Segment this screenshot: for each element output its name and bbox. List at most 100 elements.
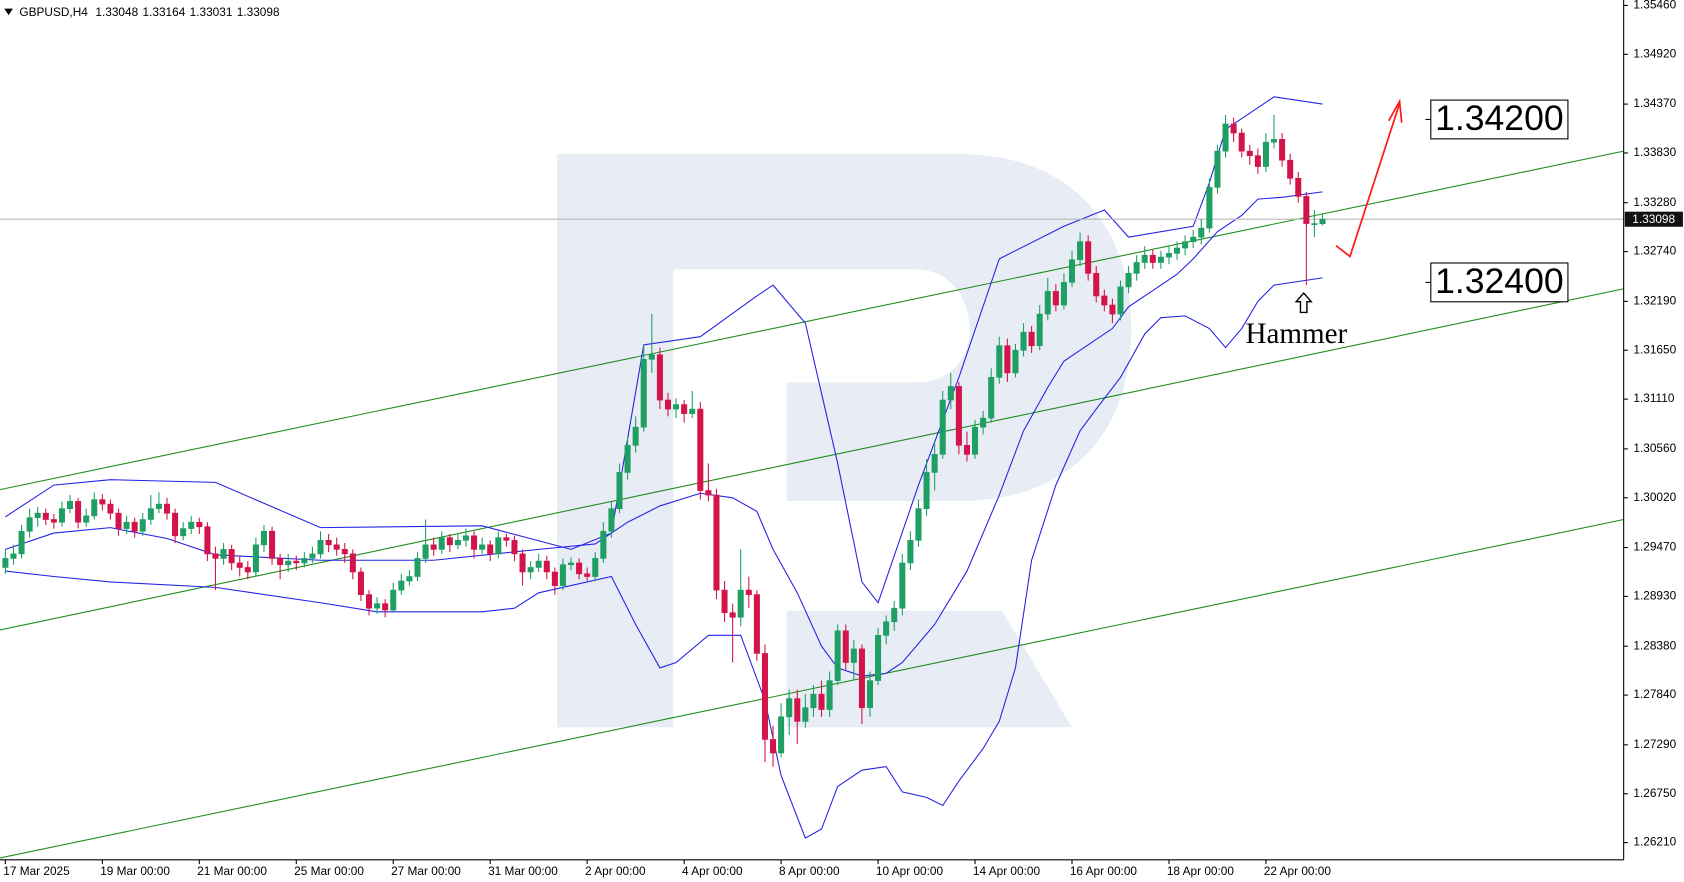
candle-body-down	[519, 553, 526, 573]
candle-body-down	[1028, 331, 1035, 347]
candle-body-up	[778, 716, 785, 754]
candle-body-down	[196, 521, 203, 528]
candle-body-down	[349, 553, 356, 573]
candle-body-up	[899, 562, 906, 609]
x-tick-label: 8 Apr 00:00	[779, 864, 840, 878]
candle-body-up	[1198, 227, 1205, 238]
candle-body-up	[1020, 331, 1027, 351]
close-value: 1.33098	[237, 5, 280, 19]
candle-body-up	[923, 472, 930, 509]
candle-body-up	[632, 426, 639, 446]
candle-body-down	[325, 539, 332, 546]
candle-body-up	[139, 519, 146, 532]
y-tick-label: 1.26210	[1633, 835, 1676, 849]
x-tick-label: 21 Mar 00:00	[197, 864, 267, 878]
candle-body-up	[850, 648, 857, 663]
candle-body-up	[1271, 139, 1278, 143]
candle-body-down	[115, 512, 122, 529]
candle-body-up	[673, 404, 680, 410]
candle-body-up	[374, 603, 381, 609]
y-tick-label: 1.31650	[1633, 342, 1676, 356]
bollinger-band	[5, 96, 1323, 604]
bollinger-band	[5, 277, 1323, 839]
y-tick-label: 1.30020	[1633, 490, 1676, 504]
candle-body-down	[446, 537, 453, 546]
price-label: 1.33098	[1632, 212, 1675, 226]
candle-body-down	[697, 408, 704, 491]
candle-body-up	[285, 560, 292, 566]
candle-body-up	[155, 503, 162, 509]
x-tick-label: 14 Apr 00:00	[973, 864, 1041, 878]
candle-body-up	[1125, 273, 1132, 288]
y-tick-label: 1.26750	[1633, 786, 1676, 800]
candle-body-down	[382, 603, 389, 611]
candle-body-down	[753, 594, 760, 654]
candle-body-down	[269, 530, 276, 559]
level-label: 1.34200	[1435, 98, 1564, 138]
header: GBPUSD,H4 1.33048 1.33164 1.33031 1.33098	[4, 5, 280, 19]
candle-body-up	[188, 521, 195, 529]
candle-body-down	[1052, 291, 1059, 306]
candle-body-down	[1254, 155, 1261, 167]
y-tick-label: 1.30560	[1633, 441, 1676, 455]
candle-body-down	[818, 693, 825, 710]
candle-body-up	[58, 508, 65, 523]
candle-body-up	[996, 345, 1003, 378]
candle-body-down	[341, 549, 348, 555]
candle-body-up	[252, 544, 259, 573]
level-label: 1.32400	[1435, 261, 1564, 301]
watermark-bowl	[557, 154, 1132, 728]
candle-body-down	[858, 648, 865, 709]
candle-body-down	[277, 558, 284, 566]
candle-body-up	[18, 530, 25, 555]
candle-body-up	[123, 521, 130, 529]
forecast-arrowhead	[1388, 98, 1403, 123]
watermark-leg	[786, 610, 1073, 728]
candle-body-down	[1246, 150, 1253, 157]
candle-body-up	[972, 426, 979, 455]
candle-body-up	[891, 607, 898, 623]
candle-body-up	[1060, 282, 1067, 306]
candle-body-up	[147, 508, 154, 520]
candle-body-up	[931, 454, 938, 473]
candle-body-down	[172, 512, 179, 537]
candle-body-up	[398, 580, 405, 591]
candle-body-up	[624, 444, 631, 473]
candle-body-down	[204, 526, 211, 555]
watermark	[557, 154, 1132, 728]
candle-body-down	[770, 739, 777, 754]
candle-body-up	[91, 499, 98, 517]
x-tick-label: 31 Mar 00:00	[488, 864, 558, 878]
candle-body-up	[1036, 313, 1043, 347]
candle-body-up	[689, 408, 696, 414]
y-tick-label: 1.27840	[1633, 687, 1676, 701]
candle-body-down	[1230, 123, 1237, 134]
high-value: 1.33164	[143, 5, 186, 19]
candle-body-down	[955, 386, 962, 446]
candle-body-up	[802, 707, 809, 722]
channel-line	[0, 150, 1624, 491]
channel-line	[0, 518, 1624, 859]
candle-body-down	[1149, 254, 1156, 263]
candle-body-down	[551, 571, 558, 586]
candle-body-up	[592, 558, 599, 577]
candle-body-up	[883, 621, 890, 636]
candle-body-up	[180, 528, 187, 537]
candle-body-down	[761, 653, 768, 740]
candle-body-up	[1262, 141, 1269, 167]
candle-body-down	[1303, 196, 1310, 224]
candle-body-up	[600, 530, 607, 559]
candle-body-down	[293, 560, 300, 564]
candle-body-down	[1004, 345, 1011, 374]
y-tick-label: 1.28930	[1633, 589, 1676, 603]
candle-body-down	[503, 537, 510, 541]
low-value: 1.33031	[190, 5, 233, 19]
candle-body-down	[75, 501, 82, 523]
candle-body-up	[810, 693, 817, 709]
x-tick-label: 16 Apr 00:00	[1070, 864, 1138, 878]
candle-body-up	[1174, 247, 1181, 254]
candle-body-up	[1222, 123, 1229, 152]
candle-body-up	[390, 589, 397, 611]
